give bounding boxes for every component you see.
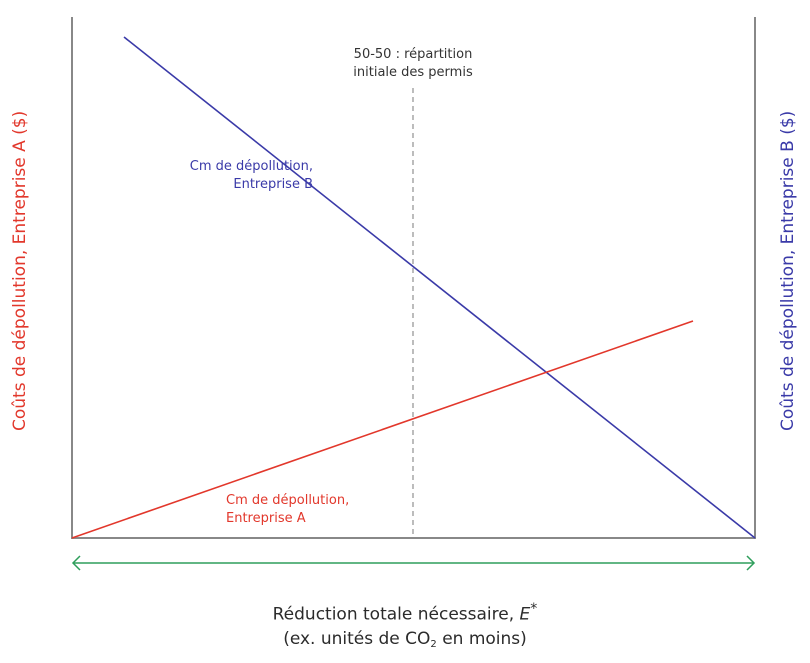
y-axis-right-label: Coûts de dépollution, Entreprise B ($) (778, 110, 798, 431)
x-label-unit-pre: (ex. unités de CO (283, 628, 431, 649)
initial-split-annotation: 50-50 : répartition initiale des permis (300, 46, 526, 82)
x-label-subscript: 2 (430, 638, 437, 650)
firm-b-label-line2: Entreprise B (233, 177, 313, 192)
x-axis-label: Réduction totale nécessaire, E* (ex. uni… (0, 597, 810, 657)
x-axis-label-line2: (ex. unités de CO2 en moins) (0, 627, 810, 657)
firm-b-mc-line (123, 36, 756, 539)
firm-a-label-line2: Entreprise A (226, 511, 306, 526)
split-label-line2: initiale des permis (353, 65, 473, 80)
firm-a-curve-label: Cm de dépollution, Entreprise A (226, 492, 349, 528)
firm-a-mc-line (71, 320, 694, 539)
firm-a-label-line1: Cm de dépollution, (226, 493, 350, 508)
firm-b-curve-label: Cm de dépollution, Entreprise B (150, 158, 313, 194)
firm-b-label-line1: Cm de dépollution, (189, 159, 313, 174)
x-label-variable: E (519, 604, 531, 625)
x-label-unit-post: en moins) (436, 628, 527, 649)
x-axis-label-line1: Réduction totale nécessaire, E* (0, 597, 810, 627)
total-reduction-arrow (71, 555, 756, 571)
x-label-text: Réduction totale nécessaire, (272, 604, 520, 625)
split-label-line1: 50-50 : répartition (353, 47, 473, 62)
x-label-star: * (530, 601, 538, 617)
y-axis-left-label: Coûts de dépollution, Entreprise A ($) (10, 110, 30, 431)
